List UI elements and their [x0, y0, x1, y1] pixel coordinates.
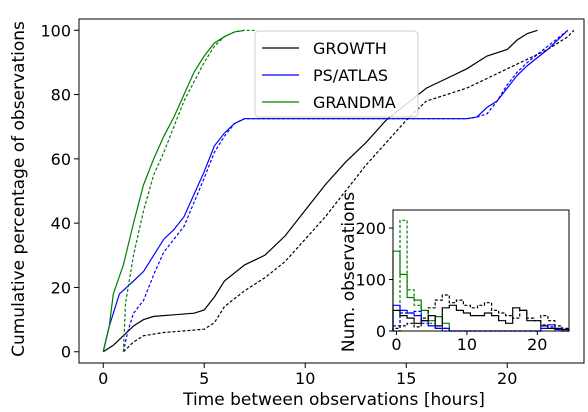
legend-label: PS/ATLAS [313, 66, 388, 85]
inset-y-tick-label: 0 [376, 322, 386, 341]
x-axis-label: Time between observations [hours] [182, 390, 485, 410]
legend: GROWTH PS/ATLAS GRANDMA [254, 30, 419, 118]
grandma-solid-line [102, 29, 245, 352]
y-tick-label: 60 [51, 150, 71, 169]
inset-histogram-dashed-step [393, 219, 450, 332]
inset-y-axis-label: Num. observations [339, 192, 359, 352]
inset-y-tick-label: 100 [355, 271, 386, 290]
main-plot-frame [78, 18, 585, 364]
y-tick-label: 0 [61, 343, 71, 362]
inset-x-tick-label: 0 [391, 335, 401, 354]
unnamed-dashed-line [122, 29, 569, 352]
y-axis-label: Cumulative percentage of observations [9, 21, 29, 357]
inset-x-tick-label: 20 [527, 335, 547, 354]
growth-solid-line [102, 29, 538, 353]
inset-y-tick-label: 200 [355, 219, 386, 238]
inset-x-tick-label: 10 [457, 335, 477, 354]
x-tick-label: 15 [396, 369, 416, 388]
x-tick-label: 20 [497, 369, 517, 388]
inset-background [393, 210, 569, 331]
y-tick-label: 20 [51, 278, 71, 297]
legend-box [254, 30, 419, 118]
inset-histogram-dashed-step [392, 294, 570, 331]
x-tick-label: 10 [295, 369, 315, 388]
x-tick-label: 0 [98, 369, 108, 388]
x-tick-label: 5 [199, 369, 209, 388]
inset-frame [392, 209, 570, 332]
legend-label: GRANDMA [313, 93, 396, 112]
legend-label: GROWTH [313, 39, 387, 58]
y-tick-label: 40 [51, 214, 71, 233]
unnamed-dashed-line [122, 29, 255, 352]
y-tick-label: 80 [51, 86, 71, 105]
unnamed-dashed-line [122, 29, 575, 353]
y-tick-label: 100 [40, 21, 71, 40]
